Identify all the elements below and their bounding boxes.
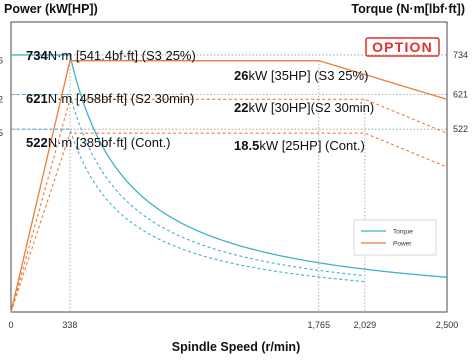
right-tick-label-1: 621 <box>453 90 468 100</box>
right-tick-label-0: 734 <box>453 50 468 60</box>
right-tick-label-2: 522 <box>453 124 468 134</box>
x-tick-label-2: 1,765 <box>308 320 331 330</box>
plot-frame <box>10 21 448 313</box>
torque-axis-title: Torque (N·m[lbf·ft]) <box>351 2 465 16</box>
left-tick-label-0: 26 <box>0 56 3 66</box>
x-axis-title: Spindle Speed (r/min) <box>171 340 301 354</box>
legend-label-power: Power <box>393 241 412 248</box>
annotation-torque-cont: 522N·m [385bf·ft] (Cont.) <box>26 135 171 150</box>
torque-series-dashed-2 <box>11 128 365 283</box>
power-series-solid-3 <box>10 60 448 313</box>
power-series-dashed-4 <box>10 98 448 313</box>
x-tick-label-3: 2,029 <box>354 320 377 330</box>
annotation-torque-s3: 734N·m [541.4bf·ft] (S3 25%) <box>26 48 196 63</box>
legend-label-torque: Torque <box>393 229 413 236</box>
power-axis-title: Power (kW[HP]) <box>4 2 98 16</box>
legend-box <box>353 219 437 256</box>
annotation-power-s2: 22kW [30HP](S2 30min) <box>234 100 374 115</box>
option-badge: OPTION <box>365 37 440 57</box>
x-tick-label-1: 338 <box>62 320 77 330</box>
annotation-power-cont: 18.5kW [25HP] (Cont.) <box>234 138 365 153</box>
annotation-power-s3: 26kW [35HP] (S3 25%) <box>234 68 368 83</box>
annotation-torque-s2: 621N·m [458bf·ft] (S2 30min) <box>26 91 194 106</box>
torque-series-dashed-1 <box>11 93 365 277</box>
torque-series-solid-0 <box>11 54 447 278</box>
left-tick-label-1: 22 <box>0 94 3 104</box>
x-tick-label-4: 2,500 <box>436 320 459 330</box>
power-series-dashed-5 <box>10 132 448 313</box>
option-badge-text: OPTION <box>372 39 433 55</box>
x-tick-label-0: 0 <box>8 320 13 330</box>
legend: Torque Power <box>353 219 437 256</box>
left-tick-label-2: 18.5 <box>0 128 3 138</box>
